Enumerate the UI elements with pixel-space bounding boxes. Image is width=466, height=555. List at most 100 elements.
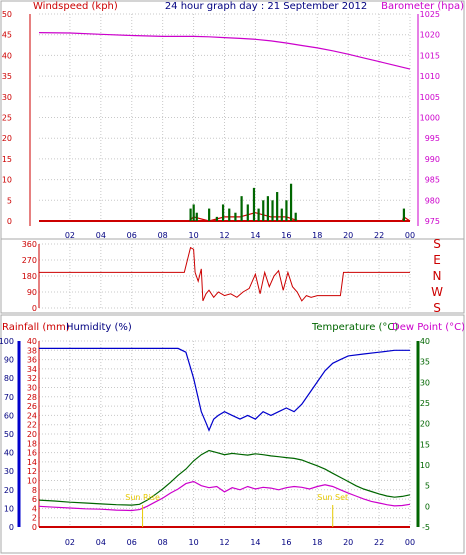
barometer-tick-label: 1015 (420, 51, 440, 60)
wind-tick-label: 20 (2, 134, 12, 143)
temperature-x-tick-label: 20 (343, 538, 353, 547)
wind-tick-label: 10 (2, 176, 12, 185)
rain-tick-label: 4 (32, 504, 37, 513)
temperature-tick-label: 20 (420, 420, 430, 429)
temperature-x-tick-label: 02 (65, 538, 75, 547)
humidity-tick-label: 60 (4, 411, 14, 420)
wind-x-tick-label: 04 (96, 231, 106, 240)
temperature-line (38, 449, 411, 506)
rain-tick-label: 30 (27, 384, 37, 393)
barometer-tick-label: 1020 (420, 31, 440, 40)
gust-bar (294, 212, 297, 221)
temperature-x-tick-label: 16 (281, 538, 291, 547)
gust-bar (234, 212, 237, 221)
gust-bar (246, 204, 249, 221)
gust-bar (402, 208, 406, 221)
temperature-x-tick-label: 10 (188, 538, 198, 547)
barometer-tick-label: 1025 (420, 10, 440, 19)
gust-bar (276, 192, 279, 221)
direction-tick-label: 0 (32, 304, 37, 313)
rain-tick-label: 6 (32, 495, 37, 504)
humidity-tick-label: 0 (9, 523, 14, 532)
temperature-tick-label: 0 (425, 502, 430, 511)
rain-tick-label: 0 (32, 523, 37, 532)
humidity-line (39, 347, 410, 432)
wind-tick-label: 40 (2, 51, 12, 60)
rain-tick-label: 10 (27, 477, 37, 486)
wind-x-tick-label: 14 (250, 231, 260, 240)
temperature-tick-label: 10 (420, 461, 430, 470)
dewpoint-axis-title: Dew Point (°C) (392, 322, 465, 333)
wind-x-tick-label: 02 (65, 231, 75, 240)
temperature-x-tick-label: 04 (96, 538, 106, 547)
rain-tick-label: 12 (27, 467, 37, 476)
wind-x-tick-label: 06 (127, 231, 137, 240)
sunset-label: Sun Set (317, 493, 348, 502)
gust-bar (252, 187, 256, 221)
rain-tick-label: 26 (27, 402, 37, 411)
gust-bar (189, 208, 192, 221)
wind-x-tick-label: 00 (405, 231, 415, 240)
rain-tick-label: 38 (27, 346, 37, 355)
temperature-x-tick-label: 06 (127, 538, 137, 547)
wind-x-tick-label: 18 (312, 231, 322, 240)
gust-bar (285, 200, 288, 221)
rain-tick-label: 34 (27, 365, 37, 374)
direction-tick-label: 270 (22, 256, 37, 265)
wind-x-tick-label: 08 (158, 231, 168, 240)
gust-bar (215, 216, 218, 221)
temperature-x-tick-label: 12 (219, 538, 229, 547)
gust-bar (195, 212, 198, 221)
direction-panel-frame (0, 238, 465, 314)
gust-bar (262, 200, 265, 221)
humidity-tick-label: 30 (4, 467, 14, 476)
graph-date-title: 24 hour graph day : 21 September 2012 (165, 1, 367, 12)
humidity-tick-label: 20 (4, 486, 14, 495)
humidity-tick-label: 10 (4, 504, 14, 513)
rainfall-axis-title: Rainfall (mm) (2, 322, 70, 333)
rain-tick-label: 20 (27, 430, 37, 439)
gust-bar (257, 208, 260, 221)
barometer-tick-label: 975 (425, 217, 440, 226)
humidity-axis-title: Humidity (%) (66, 322, 132, 333)
rain-tick-label: 40 (27, 337, 37, 346)
humidity-tick-label: 100 (0, 337, 14, 346)
wind-tick-label: 45 (2, 31, 12, 40)
temperature-x-tick-label: 00 (405, 538, 415, 547)
barometer-line (38, 32, 411, 70)
rain-tick-label: 16 (27, 449, 37, 458)
wind-tick-label: 0 (7, 217, 12, 226)
dewpoint-line (38, 480, 411, 512)
barometer-axis-title: Barometer (hpa) (381, 1, 464, 12)
wind-tick-label: 30 (2, 93, 12, 102)
temperature-x-tick-label: 18 (312, 538, 322, 547)
wind-axis-title: Windspeed (kph) (33, 1, 118, 12)
direction-tick-label: 360 (22, 240, 37, 249)
compass-label: W (431, 285, 443, 299)
barometer-tick-label: 1000 (420, 114, 440, 123)
barometer-tick-label: 1010 (420, 72, 440, 81)
sunrise-label: Sun Rise (125, 493, 160, 502)
rain-tick-label: 2 (32, 514, 37, 523)
humidity-tick-label: 40 (4, 449, 14, 458)
wind-tick-label: 5 (7, 196, 12, 205)
sun-annotations: Sun Rise Sun Set (125, 493, 348, 527)
wind-x-tick-label: 16 (281, 231, 291, 240)
barometer-tick-label: 995 (425, 134, 440, 143)
gust-bar (240, 196, 243, 221)
compass-label: N (433, 269, 442, 283)
compass-label: E (433, 253, 441, 267)
temperature-tick-label: 25 (420, 399, 430, 408)
gust-bar (192, 204, 195, 221)
temperature-tick-label: 40 (420, 337, 430, 346)
temperature-tick-label: -5 (422, 523, 430, 532)
gust-bar (280, 208, 283, 221)
barometer-tick-label: 1005 (420, 93, 440, 102)
gust-bar (221, 204, 225, 221)
barometer-tick-label: 990 (425, 155, 440, 164)
wind-x-tick-label: 10 (188, 231, 198, 240)
wind-x-tick-label: 20 (343, 231, 353, 240)
compass-label: S (433, 301, 441, 315)
rain-tick-label: 36 (27, 356, 37, 365)
